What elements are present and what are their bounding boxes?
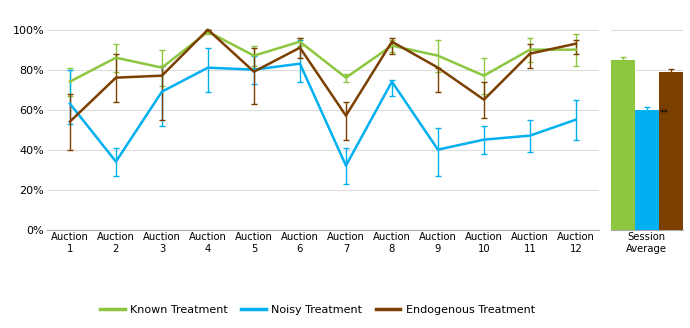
- Legend: Known Treatment, Noisy Treatment, Endogenous Treatment: Known Treatment, Noisy Treatment, Endoge…: [96, 300, 539, 319]
- Text: **: **: [660, 109, 669, 118]
- Bar: [635, 110, 659, 230]
- Bar: [611, 60, 635, 230]
- Bar: [659, 72, 683, 230]
